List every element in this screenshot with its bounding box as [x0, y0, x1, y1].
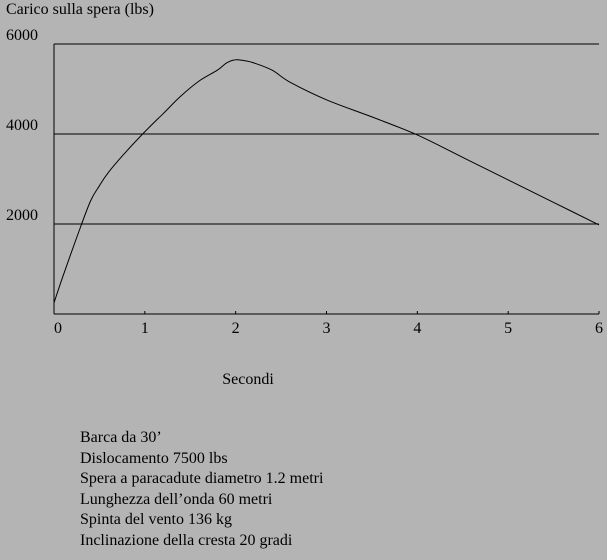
x-axis-label: Secondi	[222, 371, 274, 388]
note-wind-force: Spinta del vento 136 kg	[80, 511, 232, 528]
x-tick-label: 1	[141, 320, 149, 337]
note-wave-length: Lunghezza dell’onda 60 metri	[80, 490, 273, 508]
note-crest-slope: Inclinazione della cresta 20 gradi	[80, 531, 293, 549]
series-line	[53, 59, 600, 303]
y-tick-label: 4000	[6, 117, 38, 134]
gridlines	[54, 43, 599, 225]
y-tick-label: 2000	[6, 207, 38, 224]
x-tick-label: 5	[504, 320, 512, 337]
x-tick-label: 6	[595, 320, 603, 337]
x-ticks: 0 1 2 3 4 5 6	[53, 311, 603, 337]
boat-parameters-list: Barca da 30’ Dislocamento 7500 lbs Spera…	[80, 428, 323, 551]
y-axis-label: Carico sulla spera (lbs)	[6, 1, 154, 18]
note-displacement: Dislocamento 7500 lbs	[80, 449, 228, 467]
x-tick-label: 3	[323, 320, 331, 337]
y-ticks: 2000 4000 6000	[6, 27, 38, 224]
note-boat-length: Barca da 30’	[80, 429, 162, 446]
x-tick-label: 2	[232, 320, 240, 337]
x-tick-label: 4	[413, 320, 421, 337]
note-drogue-diameter: Spera a paracadute diametro 1.2 metri	[80, 470, 324, 487]
x-tick-label: 0	[54, 320, 62, 337]
y-tick-label: 6000	[6, 27, 38, 44]
